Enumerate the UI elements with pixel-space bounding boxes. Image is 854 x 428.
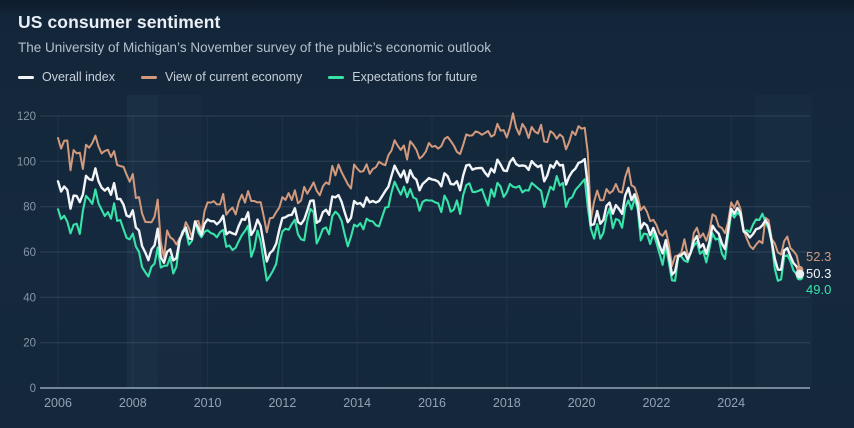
y-tick-label-120: 120: [17, 111, 36, 123]
legend-item-current-economy: View of current economy: [140, 70, 303, 84]
legend-item-overall-index: Overall index: [18, 70, 115, 84]
legend-item-expectations: Expectations for future: [328, 70, 477, 84]
chart-header: US consumer sentiment The University of …: [18, 12, 491, 84]
y-tick-label-20: 20: [23, 338, 36, 350]
legend-label-current-economy: View of current economy: [164, 70, 303, 84]
y-tick-label-40: 40: [23, 292, 36, 304]
x-tick-label-2006: 2006: [44, 396, 72, 410]
x-tick-label-2008: 2008: [119, 396, 147, 410]
overall-index-endpoint-dot: [795, 269, 805, 279]
y-tick-label-80: 80: [23, 202, 36, 214]
legend-label-overall-index: Overall index: [42, 70, 115, 84]
x-tick-label-2020: 2020: [568, 396, 596, 410]
x-tick-label-2016: 2016: [418, 396, 446, 410]
legend-label-expectations: Expectations for future: [352, 70, 478, 84]
expectations-swatch-icon: [328, 75, 345, 79]
overall-index-value-label: 50.3: [806, 266, 831, 281]
current-economy-swatch-icon: [140, 75, 157, 79]
y-tick-label-100: 100: [17, 156, 36, 168]
x-tick-label-2022: 2022: [642, 396, 670, 410]
overall-index-line: [56, 156, 801, 276]
x-tick-label-2014: 2014: [343, 396, 371, 410]
y-tick-label-0: 0: [30, 383, 36, 395]
expectations-for-future-value-label: 49.0: [806, 282, 831, 297]
x-tick-label-2010: 2010: [194, 396, 222, 410]
x-tick-label-2012: 2012: [268, 396, 296, 410]
overall-index-swatch-icon: [18, 75, 34, 79]
chart-subtitle: The University of Michigan’s November su…: [18, 40, 491, 55]
x-tick-label-2024: 2024: [717, 396, 745, 410]
y-tick-label-60: 60: [23, 247, 36, 259]
chart-legend: Overall index View of current economy Ex…: [18, 70, 491, 84]
view-of-current-economy-value-label: 52.3: [806, 249, 831, 264]
chart-title: US consumer sentiment: [18, 12, 221, 32]
x-tick-label-2018: 2018: [493, 396, 521, 410]
